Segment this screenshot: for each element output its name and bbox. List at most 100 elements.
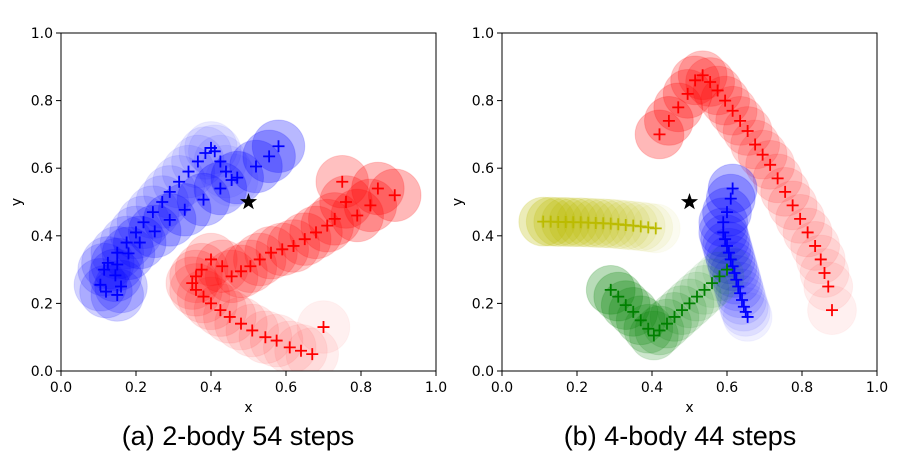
data-point	[764, 158, 777, 171]
data-point	[619, 299, 632, 312]
caption-b: (b) 4-body 44 steps	[564, 421, 797, 451]
data-point	[741, 310, 754, 323]
data-point	[272, 140, 285, 153]
data-point	[732, 280, 745, 293]
data-point	[190, 270, 202, 283]
data-point	[653, 128, 666, 141]
data-point	[263, 150, 276, 163]
series-3-points	[604, 263, 733, 342]
y-tick-label: 0.4	[472, 229, 494, 245]
data-point	[283, 341, 296, 354]
series-0-circles	[634, 50, 857, 335]
data-point	[101, 256, 114, 269]
x-tick-label: 0.8	[350, 380, 372, 396]
series-2-points	[717, 182, 754, 323]
data-point	[328, 212, 341, 225]
y-tick-label: 0.6	[472, 161, 494, 177]
data-point	[696, 69, 709, 82]
x-tick-label: 0.6	[275, 380, 297, 396]
data-point	[178, 203, 191, 216]
data-point	[111, 288, 124, 301]
x-tick-label: 0.2	[125, 380, 147, 396]
data-point	[717, 226, 730, 239]
data-point	[818, 266, 831, 279]
data-point	[235, 265, 247, 278]
data-point	[662, 114, 675, 127]
data-point	[120, 236, 133, 249]
data-point	[231, 171, 244, 184]
data-point	[115, 280, 127, 293]
data-point	[719, 233, 732, 246]
data-point	[653, 324, 666, 337]
data-point	[721, 239, 733, 252]
x-tick-label: 0.2	[566, 380, 588, 396]
data-point	[683, 297, 696, 310]
data-point	[253, 253, 266, 266]
y-tick-label: 1.0	[472, 26, 494, 42]
x-tick-label: 1.0	[866, 380, 888, 396]
y-axis-label: y	[450, 198, 466, 206]
data-point	[214, 304, 227, 317]
data-point	[208, 145, 221, 158]
data-point	[756, 148, 769, 161]
data-point	[310, 226, 322, 239]
y-tick-label: 0.2	[472, 296, 494, 312]
y-tick-label: 0.8	[472, 94, 494, 110]
x-tick-label: 1.0	[425, 380, 447, 396]
panel-b: 0.0 0.2 0.4 0.6 0.8 1.0 0.0 0.2 0.4 0.6 0.8 1.0 x y	[450, 26, 888, 416]
data-point	[173, 175, 186, 188]
x-tick-label: 0.0	[491, 380, 513, 396]
data-point	[195, 263, 208, 276]
data-point	[661, 317, 673, 330]
series-0-points	[94, 140, 285, 301]
data-point	[711, 84, 724, 97]
data-point	[225, 270, 238, 283]
plot-area	[518, 50, 857, 361]
data-point	[216, 260, 229, 273]
data-point	[779, 185, 792, 198]
y-tick-label: 0.8	[31, 94, 53, 110]
data-point	[246, 324, 259, 337]
data-point	[235, 317, 247, 330]
data-point	[364, 199, 377, 212]
y-tick-label: 0.0	[31, 364, 53, 380]
target-star-icon	[239, 193, 258, 210]
y-axis-label: y	[9, 198, 25, 206]
data-point	[649, 222, 662, 235]
y-tick-label: 0.2	[31, 296, 53, 312]
data-point	[225, 174, 238, 187]
plot-area	[73, 119, 422, 371]
data-point	[371, 182, 384, 195]
data-point	[801, 226, 814, 239]
x-tick-label: 0.6	[716, 380, 738, 396]
data-point	[137, 216, 150, 229]
panel-a: 0.0 0.2 0.4 0.6 0.8 1.0 0.0 0.2 0.4 0.6 0.8 1.0 x y	[9, 26, 447, 416]
data-point	[604, 283, 617, 296]
data-point	[681, 87, 694, 100]
data-point	[826, 304, 838, 317]
data-point	[726, 104, 739, 117]
data-point	[298, 233, 311, 246]
data-point	[736, 294, 748, 307]
data-point	[794, 212, 807, 225]
data-point	[722, 246, 735, 259]
data-point	[809, 239, 822, 252]
caption-a: (a) 2-body 54 steps	[122, 421, 355, 451]
data-point	[244, 260, 257, 273]
data-point	[214, 182, 227, 195]
data-point	[719, 94, 732, 107]
data-point	[111, 258, 124, 271]
data-point	[306, 348, 319, 361]
data-point	[351, 209, 364, 222]
data-point	[713, 270, 726, 283]
data-point	[737, 300, 750, 313]
data-point	[130, 226, 142, 239]
data-point	[721, 206, 733, 219]
data-point	[728, 266, 741, 279]
data-point	[634, 220, 647, 233]
data-point	[717, 216, 730, 229]
data-point	[822, 280, 835, 293]
data-point	[197, 193, 210, 206]
series-1-circles	[165, 154, 422, 371]
